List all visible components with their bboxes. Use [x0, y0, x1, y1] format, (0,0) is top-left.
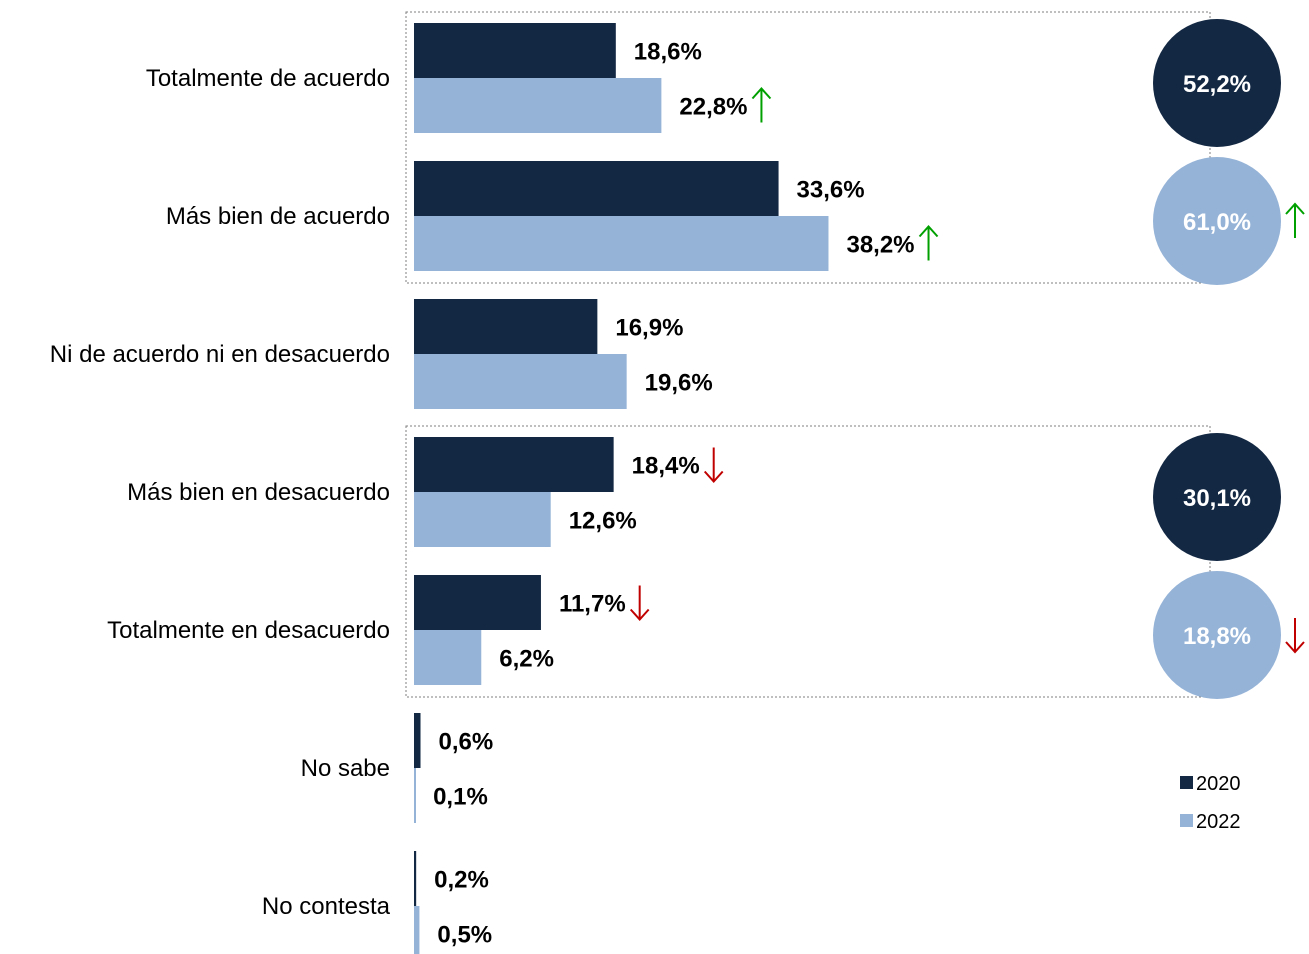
value-labels: 18,6% 22,8% 33,6% 38,2% 16,9% 19,6% 18,4% 12,6%… [433, 39, 939, 949]
category-label-no-contesta: No contesta [262, 893, 391, 920]
group-box-1 [405, 11, 1211, 284]
total-circle-2022-group-2 [1153, 571, 1281, 699]
value-label-2020-mas-bien-de-acuerdo: 33,6% [797, 177, 865, 204]
category-label-totalmente-de-acuerdo: Totalmente de acuerdo [146, 65, 390, 92]
trend-down-icon-2020-totalmente-en-desacuerdo-head [629, 608, 650, 621]
total-label-2022-group-1: 61,0% [1183, 209, 1251, 236]
value-label-2022-totalmente-en-desacuerdo: 6,2% [499, 646, 554, 673]
bar-2022-totalmente-de-acuerdo [414, 78, 662, 133]
total-trend-down-icon-group-2-head [1285, 641, 1305, 654]
legend-swatch-2022 [1180, 814, 1193, 827]
category-labels: Totalmente de acuerdo Más bien de acuerdo… [50, 65, 391, 920]
bar-2020-mas-bien-de-acuerdo [414, 161, 779, 216]
bar-2020-no-contesta [414, 851, 417, 906]
total-trend-up-icon-group-1-head [1285, 202, 1305, 215]
value-label-2020-totalmente-en-desacuerdo: 11,7% [559, 591, 626, 618]
trend-up-icon-2022-mas-bien-de-acuerdo-head [918, 225, 939, 238]
value-label-2022-no-sabe: 0,1% [433, 784, 488, 811]
trend-down-icon-2020-mas-bien-en-desacuerdo-head [703, 470, 724, 483]
group-box-2 [405, 425, 1211, 698]
legend-label-2022: 2022 [1196, 811, 1241, 833]
value-label-2020-no-sabe: 0,6% [439, 729, 494, 756]
category-label-mas-bien-de-acuerdo: Más bien de acuerdo [166, 203, 390, 230]
bar-2020-totalmente-de-acuerdo [414, 23, 616, 78]
value-label-2020-totalmente-de-acuerdo: 18,6% [634, 39, 702, 66]
bar-2020-totalmente-en-desacuerdo [414, 575, 541, 630]
value-label-2022-mas-bien-en-desacuerdo: 12,6% [569, 508, 637, 535]
total-trend-up-icon-group-1 [1285, 202, 1305, 238]
total-circle-2022-group-1 [1153, 157, 1281, 285]
bar-2020-ni-de-acuerdo-ni-en-desacuerdo [414, 299, 598, 354]
trend-up-icon-2022-mas-bien-de-acuerdo [918, 225, 939, 261]
bar-2022-ni-de-acuerdo-ni-en-desacuerdo [414, 354, 627, 409]
group-total-circles: 52,2% 61,0% 30,1% 18,8% [1153, 19, 1305, 699]
group-boxes [405, 11, 1211, 698]
category-label-totalmente-en-desacuerdo: Totalmente en desacuerdo [107, 617, 390, 644]
trend-down-icon-2020-mas-bien-en-desacuerdo [703, 447, 724, 483]
value-label-2022-totalmente-de-acuerdo: 22,8% [679, 94, 747, 121]
trend-down-icon-2020-totalmente-en-desacuerdo [629, 585, 650, 621]
total-circle-2020-group-2 [1153, 433, 1281, 561]
legend: 2020 2022 [1180, 773, 1241, 833]
total-label-2020-group-2: 30,1% [1183, 485, 1251, 512]
legend-label-2020: 2020 [1196, 773, 1241, 795]
value-label-2020-mas-bien-en-desacuerdo: 18,4% [632, 453, 700, 480]
bar-2022-mas-bien-de-acuerdo [414, 216, 829, 271]
total-label-2022-group-2: 18,8% [1183, 623, 1251, 650]
value-label-2022-no-contesta: 0,5% [437, 922, 492, 949]
bar-2020-mas-bien-en-desacuerdo [414, 437, 614, 492]
bar-2022-mas-bien-en-desacuerdo [414, 492, 551, 547]
category-label-no-sabe: No sabe [301, 755, 390, 782]
category-label-mas-bien-en-desacuerdo: Más bien en desacuerdo [127, 479, 390, 506]
value-label-2022-mas-bien-de-acuerdo: 38,2% [846, 232, 914, 259]
bar-2022-no-contesta [414, 906, 420, 954]
bars [414, 23, 829, 954]
total-label-2020-group-1: 52,2% [1183, 71, 1251, 98]
bar-2020-no-sabe [414, 713, 421, 768]
bar-2022-totalmente-en-desacuerdo [414, 630, 482, 685]
bar-2022-no-sabe [414, 768, 416, 823]
value-label-2020-ni-de-acuerdo-ni-en-desacuerdo: 16,9% [615, 315, 683, 342]
total-trend-down-icon-group-2 [1285, 618, 1305, 654]
category-label-ni-de-acuerdo-ni-en-desacuerdo: Ni de acuerdo ni en desacuerdo [50, 341, 390, 368]
value-label-2020-no-contesta: 0,2% [434, 867, 489, 894]
value-label-2022-ni-de-acuerdo-ni-en-desacuerdo: 19,6% [645, 370, 713, 397]
legend-swatch-2020 [1180, 776, 1193, 789]
total-circle-2020-group-1 [1153, 19, 1281, 147]
trend-up-icon-2022-totalmente-de-acuerdo-head [751, 87, 772, 100]
trend-up-icon-2022-totalmente-de-acuerdo [751, 87, 772, 123]
